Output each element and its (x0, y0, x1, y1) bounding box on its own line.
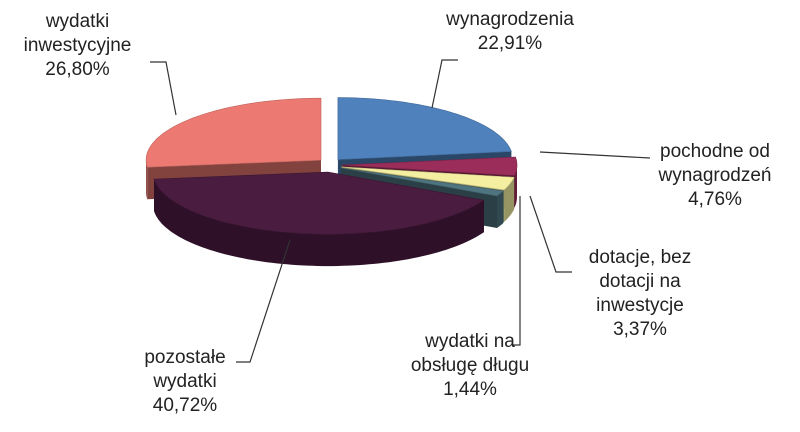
slice-label: wynagrodzenia 22,91% (425, 8, 595, 56)
slice (341, 156, 518, 176)
slice-label: wydatki inwestycyjne 26,80% (15, 10, 140, 82)
slice (341, 166, 515, 191)
leader-line (512, 196, 521, 346)
slice-side (146, 160, 148, 200)
slice-side (514, 165, 517, 208)
leader-line (529, 195, 572, 273)
pie (145, 97, 518, 267)
category-label: wydatki na obsługę długu (410, 331, 530, 376)
leader-line (236, 239, 291, 363)
value-label: 40,72% (152, 395, 218, 416)
slice (153, 171, 485, 235)
slice-side (154, 179, 484, 267)
slice (337, 97, 512, 160)
slice-label: wydatki na obsługę długu 1,44% (400, 330, 540, 402)
value-label: 1,44% (443, 379, 497, 400)
leader-line (431, 59, 458, 109)
category-label: pozostałe wydatki (144, 347, 226, 392)
slice-side (497, 190, 504, 228)
value-label: 3,37% (613, 319, 667, 340)
category-label: wydatki inwestycyjne (23, 11, 132, 56)
category-label: pochodne od wynagrodzeń (658, 141, 772, 186)
slice (340, 167, 505, 197)
category-label: dotacje, bez dotacji na inwestycje (588, 247, 692, 316)
value-label: 4,76% (688, 189, 742, 210)
leader-line (150, 61, 177, 116)
value-label: 22,91% (477, 33, 543, 54)
value-label: 26,80% (45, 59, 110, 80)
leader-line (539, 151, 651, 159)
slice-label: pochodne od wynagrodzeń 4,76% (640, 140, 790, 212)
slice-side (504, 177, 515, 222)
slice-label: dotacje, bez dotacji na inwestycje 3,37% (570, 246, 710, 342)
slice (145, 97, 322, 168)
slice-label: pozostałe wydatki 40,72% (125, 346, 245, 418)
category-label: wynagrodzenia (446, 9, 574, 30)
